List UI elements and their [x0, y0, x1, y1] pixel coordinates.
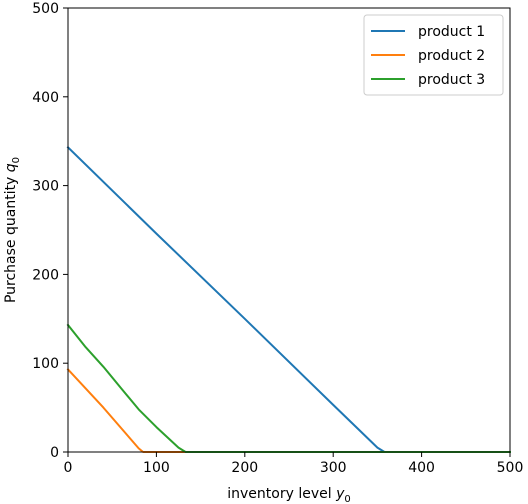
y-axis-label-var: q	[3, 163, 19, 172]
x-axis-label-sub: 0	[344, 494, 350, 504]
x-tick-label: 300	[320, 460, 347, 476]
y-tick-label: 200	[32, 267, 59, 283]
x-tick-label: 0	[64, 460, 73, 476]
svg-text:Purchase quantity q0: Purchase quantity q0	[3, 157, 22, 303]
y-tick-label: 400	[32, 90, 59, 106]
legend-label-3: product 3	[418, 72, 485, 88]
x-tick-label: 100	[143, 460, 170, 476]
series-line-2	[66, 367, 511, 453]
series-line-1	[66, 145, 511, 453]
legend-box	[363, 14, 504, 96]
legend: product 1 product 2 product 3	[363, 14, 504, 96]
series-line-3	[66, 323, 511, 453]
y-axis-label: Purchase quantity q0	[3, 157, 22, 303]
x-tick-label: 400	[408, 460, 435, 476]
legend-label-2: product 2	[418, 48, 485, 64]
x-axis-label: inventory level y0	[227, 486, 351, 504]
y-tick-label: 300	[32, 179, 59, 195]
x-tick-label: 500	[497, 460, 524, 476]
x-tick-label: 200	[231, 460, 258, 476]
y-tick-label: 500	[32, 1, 59, 17]
svg-text:inventory level y0: inventory level y0	[227, 486, 351, 504]
y-tick-label: 0	[50, 445, 59, 461]
y-axis-label-sub: 0	[11, 157, 22, 163]
plot-frame	[67, 7, 511, 453]
x-axis-ticks: 0 100 200 300 400 500	[64, 452, 524, 476]
y-axis-ticks: 0 100 200 300 400 500	[32, 1, 68, 461]
legend-label-1: product 1	[418, 24, 485, 40]
y-axis-label-text: Purchase quantity	[3, 177, 19, 303]
y-tick-label: 100	[32, 356, 59, 372]
x-axis-label-var: y	[335, 486, 345, 502]
series-layer	[66, 145, 511, 453]
x-axis-label-text: inventory level	[227, 486, 331, 502]
